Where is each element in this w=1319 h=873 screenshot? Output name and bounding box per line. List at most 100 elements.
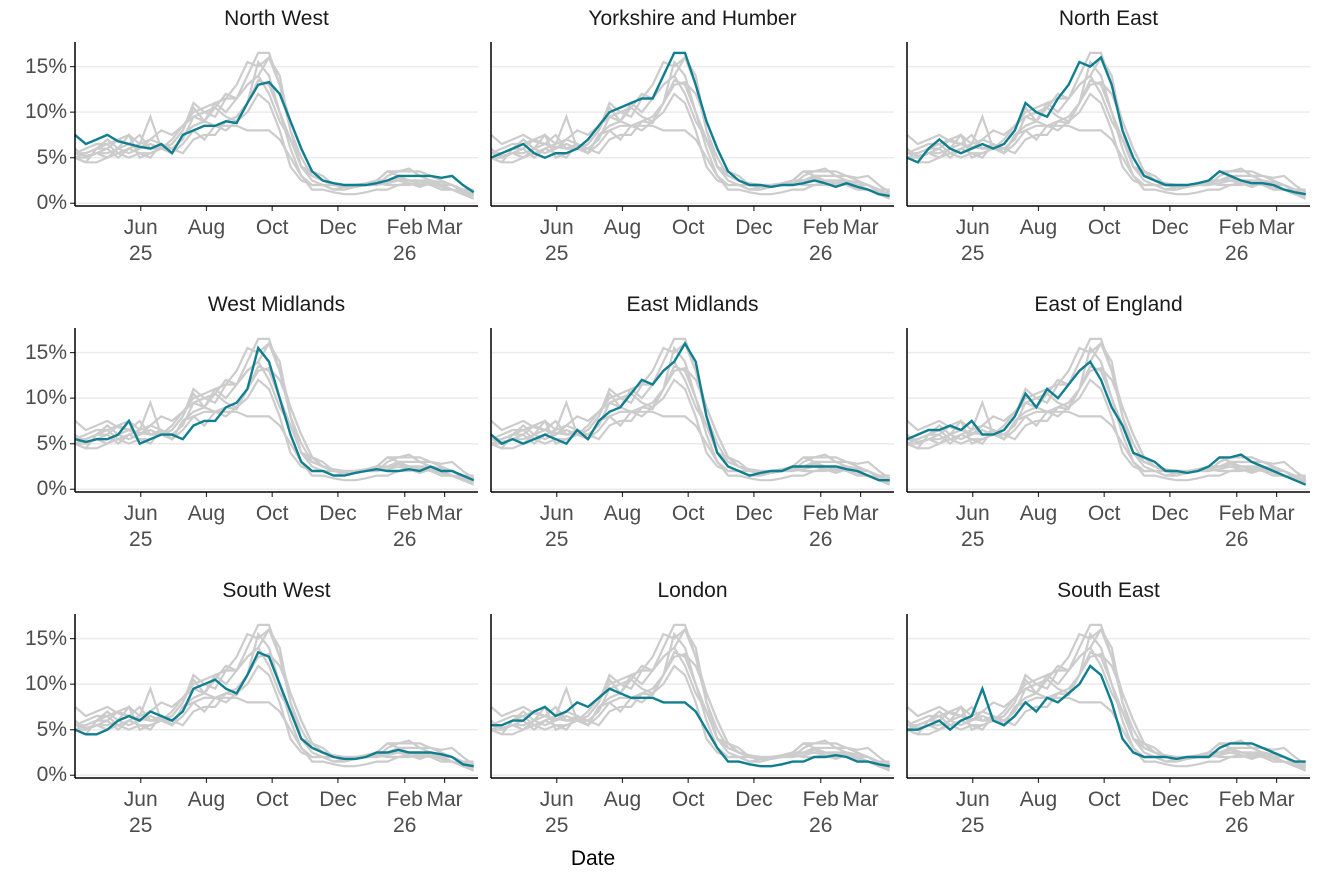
panel-title: North West [224, 7, 329, 30]
x-tick-label: Aug [1019, 788, 1058, 811]
x-tick-label: Feb 26 [386, 788, 423, 837]
context-line [74, 51, 474, 198]
context-line [74, 337, 474, 484]
context-line [75, 687, 474, 768]
context-line [490, 364, 890, 482]
context-line [490, 650, 890, 768]
x-tick-label: Dec [1151, 216, 1189, 239]
x-tick-label: Mar [842, 502, 879, 525]
x-tick-label: Oct [671, 502, 705, 525]
context-line [906, 631, 1307, 768]
context-line [75, 401, 474, 482]
x-tick-label: Feb 26 [802, 788, 839, 837]
x-tick-label: Jun 25 [123, 216, 158, 265]
x-axis-label: Date [570, 847, 616, 870]
x-tick-label: Mar [1258, 216, 1295, 239]
context-line [74, 631, 475, 768]
context-line [907, 378, 1306, 477]
x-tick-label: Oct [1087, 216, 1121, 239]
context-line [490, 55, 890, 196]
x-tick-label: Dec [319, 788, 357, 811]
panel-title: East Midlands [626, 293, 759, 316]
highlight-line [74, 650, 474, 768]
x-tick-label: Jun 25 [539, 216, 574, 265]
y-tick-label: 10% [24, 100, 67, 124]
y-tick-label: 5% [36, 431, 67, 455]
context-line [490, 631, 891, 768]
x-tick-label: Dec [1151, 788, 1189, 811]
x-tick-label: Mar [1258, 502, 1295, 525]
context-line [74, 55, 474, 196]
context-line [490, 627, 890, 768]
context-line [74, 59, 475, 196]
context-line [74, 341, 474, 482]
x-tick-label: Aug [1019, 216, 1058, 239]
context-line [907, 92, 1306, 191]
y-tick-label: 15% [24, 54, 67, 78]
context-line [74, 627, 474, 768]
x-tick-label: Mar [426, 788, 463, 811]
context-line [906, 650, 1306, 768]
context-line [491, 664, 890, 763]
context-line [75, 92, 474, 191]
context-line [490, 78, 890, 196]
context-line [906, 78, 1306, 196]
context-line [906, 627, 1306, 768]
x-tick-label: Oct [1087, 502, 1121, 525]
x-tick-label: Feb 26 [386, 216, 423, 265]
x-tick-label: Oct [1087, 788, 1121, 811]
context-line [906, 341, 1306, 482]
context-line [75, 664, 474, 763]
context-line [74, 341, 474, 482]
highlight-line [74, 345, 475, 482]
x-tick-label: Jun 25 [123, 502, 158, 551]
x-tick-label: Oct [671, 216, 705, 239]
highlight-line [490, 51, 890, 198]
context-line [906, 337, 1306, 484]
context-line [490, 59, 891, 196]
x-tick-label: Feb 26 [802, 216, 839, 265]
context-line [74, 364, 474, 482]
x-tick-label: Aug [1019, 502, 1058, 525]
highlight-line [491, 687, 890, 768]
highlight-line [906, 55, 1306, 196]
y-tick-label: 5% [36, 145, 67, 169]
context-line [74, 78, 474, 196]
y-tick-label: 5% [36, 717, 67, 741]
y-tick-label: 15% [24, 626, 67, 650]
panel-title: West Midlands [207, 293, 346, 316]
x-tick-label: Dec [735, 502, 773, 525]
y-tick-label: 10% [24, 672, 67, 696]
context-line [490, 345, 891, 482]
x-tick-label: Aug [603, 502, 642, 525]
context-line [75, 378, 474, 477]
x-tick-label: Aug [187, 502, 226, 525]
panel-title: East of England [1034, 293, 1183, 316]
y-tick-label: 0% [36, 191, 67, 215]
x-tick-label: Mar [426, 502, 463, 525]
context-line [490, 337, 890, 484]
context-line [75, 115, 474, 196]
y-tick-label: 10% [24, 386, 67, 410]
panel-title: South East [1057, 579, 1160, 602]
panel-title: South West [222, 579, 331, 602]
x-tick-label: Oct [255, 788, 289, 811]
y-tick-label: 0% [36, 763, 67, 787]
x-tick-label: Feb 26 [1218, 216, 1255, 265]
x-tick-label: Aug [187, 216, 226, 239]
context-line [491, 401, 890, 482]
context-line [906, 623, 1306, 770]
panel-title: North East [1058, 7, 1159, 30]
context-line [491, 115, 890, 196]
x-tick-label: Jun 25 [955, 502, 990, 551]
x-tick-label: Jun 25 [539, 788, 574, 837]
x-tick-label: Mar [1258, 788, 1295, 811]
context-line [490, 341, 890, 482]
x-tick-label: Feb 26 [1218, 788, 1255, 837]
context-line [906, 345, 1307, 482]
x-tick-label: Jun 25 [123, 788, 158, 837]
x-tick-label: Aug [187, 788, 226, 811]
x-tick-label: Oct [255, 502, 289, 525]
